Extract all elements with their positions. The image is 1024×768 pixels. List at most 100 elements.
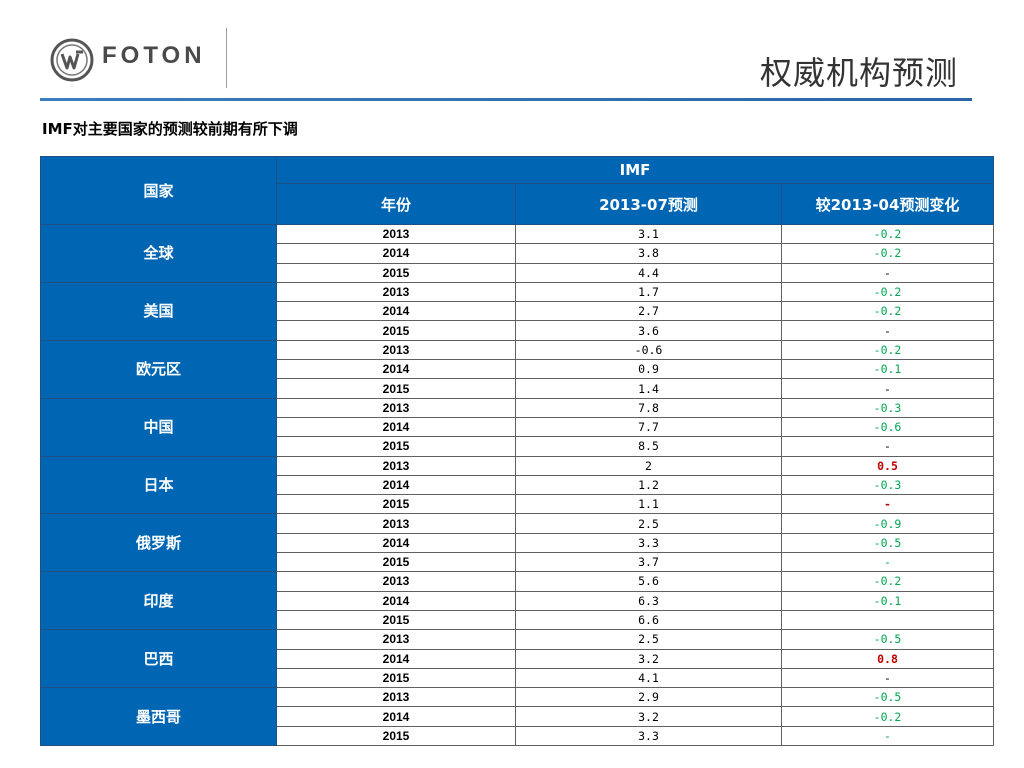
forecast-cell: 3.8 [515,243,782,264]
change-cell [780,609,995,631]
forecast-cell: 2 [515,455,782,476]
change-cell: -0.6 [780,416,995,438]
table-row: 美国 2013 1.7 -0.2 [40,281,995,341]
change-cell: - [780,552,995,573]
forecast-cell: 3.3 [515,532,782,554]
table-row: 2015 1.4- [41,378,995,399]
forecast-cell: 2.5 [515,629,782,650]
year-cell: 2013 [276,513,516,534]
year-cell: 2014 [276,532,516,554]
country-cell: 巴西 [40,629,277,689]
forecast-cell: 7.8 [515,397,782,418]
year-cell: 2015 [276,436,516,457]
forecast-cell: 1.1 [515,494,782,515]
year-cell: 2015 [276,552,516,573]
table-row: 俄罗斯 2013 2.5 -0.9 [40,513,995,573]
country-cell: 中国 [40,397,277,457]
change-cell: -0.5 [780,687,995,708]
forecast-cell: -0.6 [515,339,782,361]
table-row: 中国 2013 7.8 -0.3 [40,397,995,457]
year-cell: 2013 [276,629,516,650]
forecast-cell: 1.4 [515,378,782,399]
table-row: 2014 3.3 -0.5 [41,532,995,554]
forecast-cell: 2.7 [515,301,782,322]
header-rule [40,98,972,101]
change-cell: 0.8 [780,648,995,669]
forecast-cell: 1.7 [515,281,782,303]
table-row: 墨西哥 2013 2.9 -0.5 [40,687,995,747]
change-cell: 0.5 [780,455,995,476]
change-cell: -0.5 [780,532,995,554]
table-row: 全球 2013 3.1 -0.2 [40,223,995,283]
forecast-cell: 8.5 [515,436,782,457]
change-cell: - [780,320,995,341]
country-cell: 欧元区 [40,339,277,399]
forecast-cell: 4.1 [515,667,782,689]
table-row: 巴西 2013 2.5 -0.5 [40,629,995,689]
table-row: 2015 1.1- [41,494,995,515]
change-cell: - [780,262,995,283]
country-cell: 日本 [40,455,277,515]
forecast-cell: 6.6 [515,609,782,631]
change-cell: - [780,725,995,747]
forecast-cell: 4.4 [515,262,782,283]
change-cell: -0.2 [780,301,995,322]
logo-divider [226,28,227,88]
year-cell: 2015 [276,667,516,689]
year-cell: 2014 [276,706,516,727]
year-cell: 2013 [276,281,516,303]
change-cell: -0.9 [780,513,995,534]
year-cell: 2013 [276,339,516,361]
forecast-cell: 1.2 [515,474,782,496]
change-cell: -0.3 [780,397,995,418]
slide-header: FOTON 权威机构预测 [0,0,1024,110]
header-change: 较2013-04预测变化 [780,183,995,225]
header-forecast: 2013-07预测 [515,183,782,225]
change-cell: -0.2 [780,571,995,592]
foton-emblem-icon [50,38,94,82]
change-cell: -0.2 [780,223,995,245]
slide-subtitle: IMF对主要国家的预测较前期有所下调 [42,120,298,138]
year-cell: 2015 [276,725,516,747]
header-imf-group: IMF [275,156,995,184]
change-cell: -0.2 [780,281,995,303]
forecast-cell: 3.2 [515,706,782,727]
year-cell: 2013 [276,455,516,476]
year-cell: 2014 [276,474,516,496]
country-cell: 印度 [40,571,277,631]
forecast-cell: 3.6 [515,320,782,341]
year-cell: 2013 [276,571,516,592]
change-cell: - [780,494,995,515]
country-cell: 美国 [40,281,277,341]
change-cell: - [780,436,995,457]
table-row: 日本 2013 2 0.5 [40,455,995,515]
year-cell: 2013 [276,687,516,708]
header-year: 年份 [276,183,516,225]
logo-wordmark: FOTON [102,42,206,69]
country-cell: 全球 [40,224,277,283]
year-cell: 2014 [276,359,516,380]
year-cell: 2015 [276,494,516,515]
table-row: 2015 3.3- [41,725,995,747]
table-row: 欧元区 2013 -0.6 -0.2 [40,339,995,399]
year-cell: 2015 [276,262,516,283]
year-cell: 2014 [276,590,516,611]
table-row: 2015 3.7- [41,552,995,573]
forecast-cell: 3.3 [515,725,782,747]
year-cell: 2014 [276,648,516,669]
foton-logo: FOTON [50,36,220,84]
change-cell: -0.1 [780,359,995,380]
header-country: 国家 [40,156,277,225]
forecast-cell: 3.7 [515,552,782,573]
table-row: 2015 3.6- [41,320,995,341]
year-cell: 2014 [276,243,516,264]
year-cell: 2014 [276,301,516,322]
table-row: 2014 0.9 -0.1 [41,359,995,380]
forecast-cell: 7.7 [515,416,782,438]
country-cell: 墨西哥 [40,687,277,747]
year-cell: 2015 [276,378,516,399]
forecast-cell: 2.9 [515,687,782,708]
country-cell: 俄罗斯 [40,513,277,573]
change-cell: -0.5 [780,629,995,650]
change-cell: - [780,667,995,689]
